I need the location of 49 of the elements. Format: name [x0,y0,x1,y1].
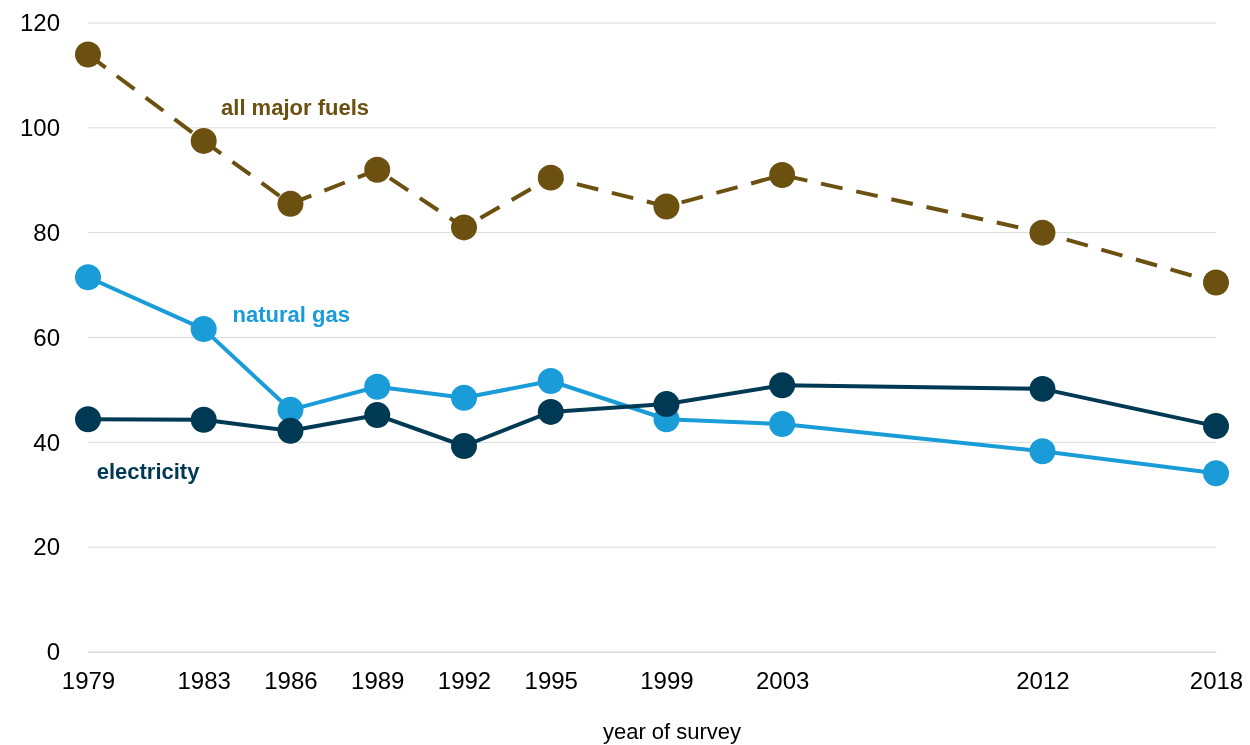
point [190,316,217,343]
series-label: all major fuels [221,94,369,120]
y-tick-label: 80 [33,218,60,246]
y-tick-label: 0 [46,638,60,666]
x-tick-label: 1992 [437,667,492,695]
x-tick-label: 1999 [640,667,694,695]
point [537,164,564,191]
y-tick-label: 120 [19,9,60,37]
point [190,127,217,154]
y-tick-label: 40 [33,428,60,456]
point [277,417,304,444]
point [75,406,101,433]
point [364,373,391,400]
point [769,372,796,399]
point [653,193,680,220]
point [653,391,680,418]
x-tick-label: 1986 [264,667,318,695]
point [1203,269,1229,296]
point [451,384,477,411]
point [277,190,304,217]
point [769,411,796,437]
x-tick-label: 2012 [1016,667,1070,695]
point [537,368,564,394]
series-label: natural gas [232,301,350,327]
series-label: electricity [96,459,201,485]
x-tick-label: 2003 [755,667,810,695]
point [1203,460,1229,487]
point [1203,413,1229,440]
x-axis-title: year of survey [602,719,742,744]
x-tick-label: 2018 [1189,667,1244,695]
y-tick-label: 20 [33,533,60,561]
point [451,433,477,459]
point [75,41,101,68]
point [1029,219,1056,246]
x-tick-label: 1979 [61,667,116,695]
y-tick-label: 60 [33,323,60,351]
x-tick-label: 1989 [351,667,405,695]
point [1029,438,1056,465]
point [364,402,391,429]
point [451,214,477,241]
x-tick-label: 1983 [177,667,231,695]
point [75,264,101,291]
point [1029,375,1056,402]
point [190,406,217,433]
y-tick-label: 100 [19,114,60,142]
point [364,156,391,183]
x-tick-label: 1995 [524,667,578,695]
point [537,398,564,425]
point [769,162,796,188]
